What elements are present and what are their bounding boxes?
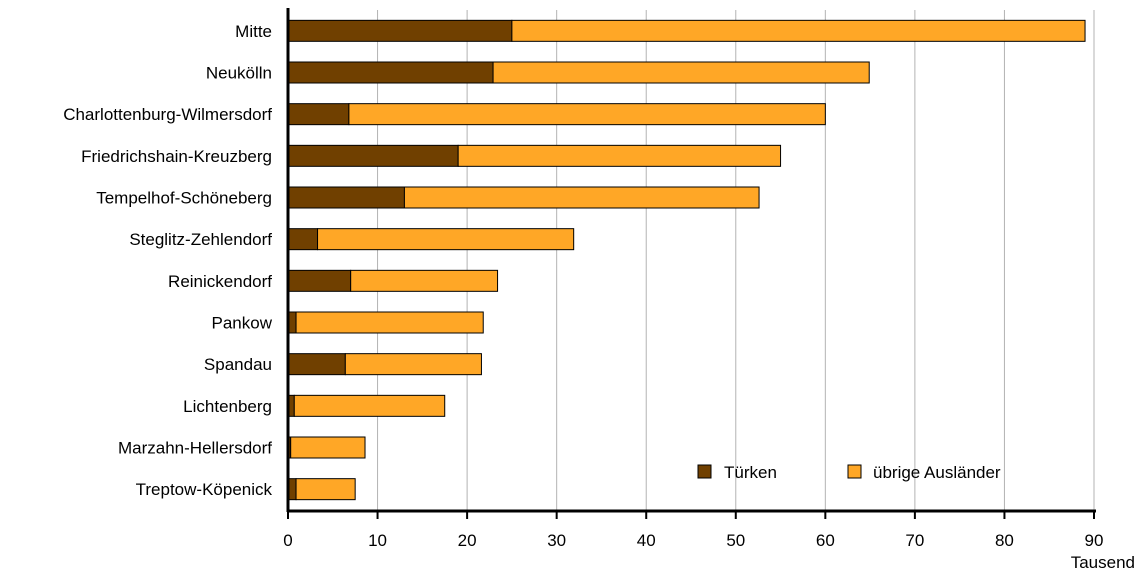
category-label-neuk-lln: Neukölln — [206, 64, 272, 83]
axes — [286, 8, 1096, 513]
bar-mitte-series-0 — [287, 19, 513, 42]
x-tick-label-0: 0 — [283, 531, 292, 550]
legend: Türken übrige Ausländer — [697, 463, 1001, 482]
x-tick-label-10: 10 — [368, 531, 387, 550]
category-label-marzahn-hellersdorf: Marzahn-Hellersdorf — [118, 439, 272, 458]
category-label-mitte: Mitte — [235, 22, 272, 41]
x-tick-label-70: 70 — [905, 531, 924, 550]
bar-marzahn-hellersdorf-series-1 — [290, 436, 366, 459]
x-tick-label-20: 20 — [458, 531, 477, 550]
bar-mitte-series-1 — [511, 19, 1086, 42]
category-label-charlottenburg-wilmersdorf: Charlottenburg-Wilmersdorf — [63, 105, 272, 124]
grid-lines — [377, 10, 1095, 510]
category-label-pankow: Pankow — [212, 314, 273, 333]
legend-label-uebrige-auslaender: übrige Ausländer — [873, 463, 1001, 482]
bar-steglitz-zehlendorf-series-0 — [287, 228, 319, 251]
category-label-reinickendorf: Reinickendorf — [168, 272, 272, 291]
category-labels: Mitte Neukölln Charlottenburg-Wilmersdorf F… — [63, 22, 273, 499]
bar-pankow-series-1 — [295, 311, 484, 334]
category-label-lichtenberg: Lichtenberg — [183, 397, 272, 416]
bar-friedrichshain-kreuzberg-series-0 — [287, 144, 459, 167]
bar-spandau-series-1 — [344, 353, 482, 376]
legend-swatch-uebrige-auslaender — [847, 464, 862, 479]
bar-tempelhof-sch-neberg-series-1 — [403, 186, 760, 209]
category-label-steglitz-zehlendorf: Steglitz-Zehlendorf — [129, 230, 272, 249]
bar-friedrichshain-kreuzberg-series-1 — [457, 144, 782, 167]
bar-neuk-lln-series-0 — [287, 61, 494, 84]
x-tick-label-50: 50 — [726, 531, 745, 550]
bars — [287, 19, 1086, 501]
bar-neuk-lln-series-1 — [492, 61, 870, 84]
x-axis-unit-label: Tausend — [1071, 553, 1135, 572]
x-tick-label-60: 60 — [816, 531, 835, 550]
x-axis-ticks: 0 10 20 30 40 50 60 70 80 90 — [283, 511, 1103, 550]
bar-lichtenberg-series-1 — [293, 394, 446, 417]
bar-charlottenburg-wilmersdorf-series-1 — [348, 103, 826, 126]
bar-treptow-k-penick-series-1 — [295, 478, 356, 501]
bar-tempelhof-sch-neberg-series-0 — [287, 186, 405, 209]
legend-swatch-tuerken — [697, 464, 712, 479]
bar-reinickendorf-series-0 — [287, 269, 352, 292]
x-tick-label-30: 30 — [547, 531, 566, 550]
bar-steglitz-zehlendorf-series-1 — [317, 228, 575, 251]
x-tick-label-80: 80 — [995, 531, 1014, 550]
bar-charlottenburg-wilmersdorf-series-0 — [287, 103, 350, 126]
category-label-spandau: Spandau — [204, 355, 272, 374]
category-label-friedrichshain-kreuzberg: Friedrichshain-Kreuzberg — [81, 147, 272, 166]
legend-label-tuerken: Türken — [724, 463, 777, 482]
category-label-treptow-k-penick: Treptow-Köpenick — [136, 480, 273, 499]
x-tick-label-90: 90 — [1085, 531, 1104, 550]
x-tick-label-40: 40 — [637, 531, 656, 550]
category-label-tempelhof-sch-neberg: Tempelhof-Schöneberg — [96, 189, 272, 208]
bar-reinickendorf-series-1 — [350, 269, 499, 292]
bar-spandau-series-0 — [287, 353, 346, 376]
